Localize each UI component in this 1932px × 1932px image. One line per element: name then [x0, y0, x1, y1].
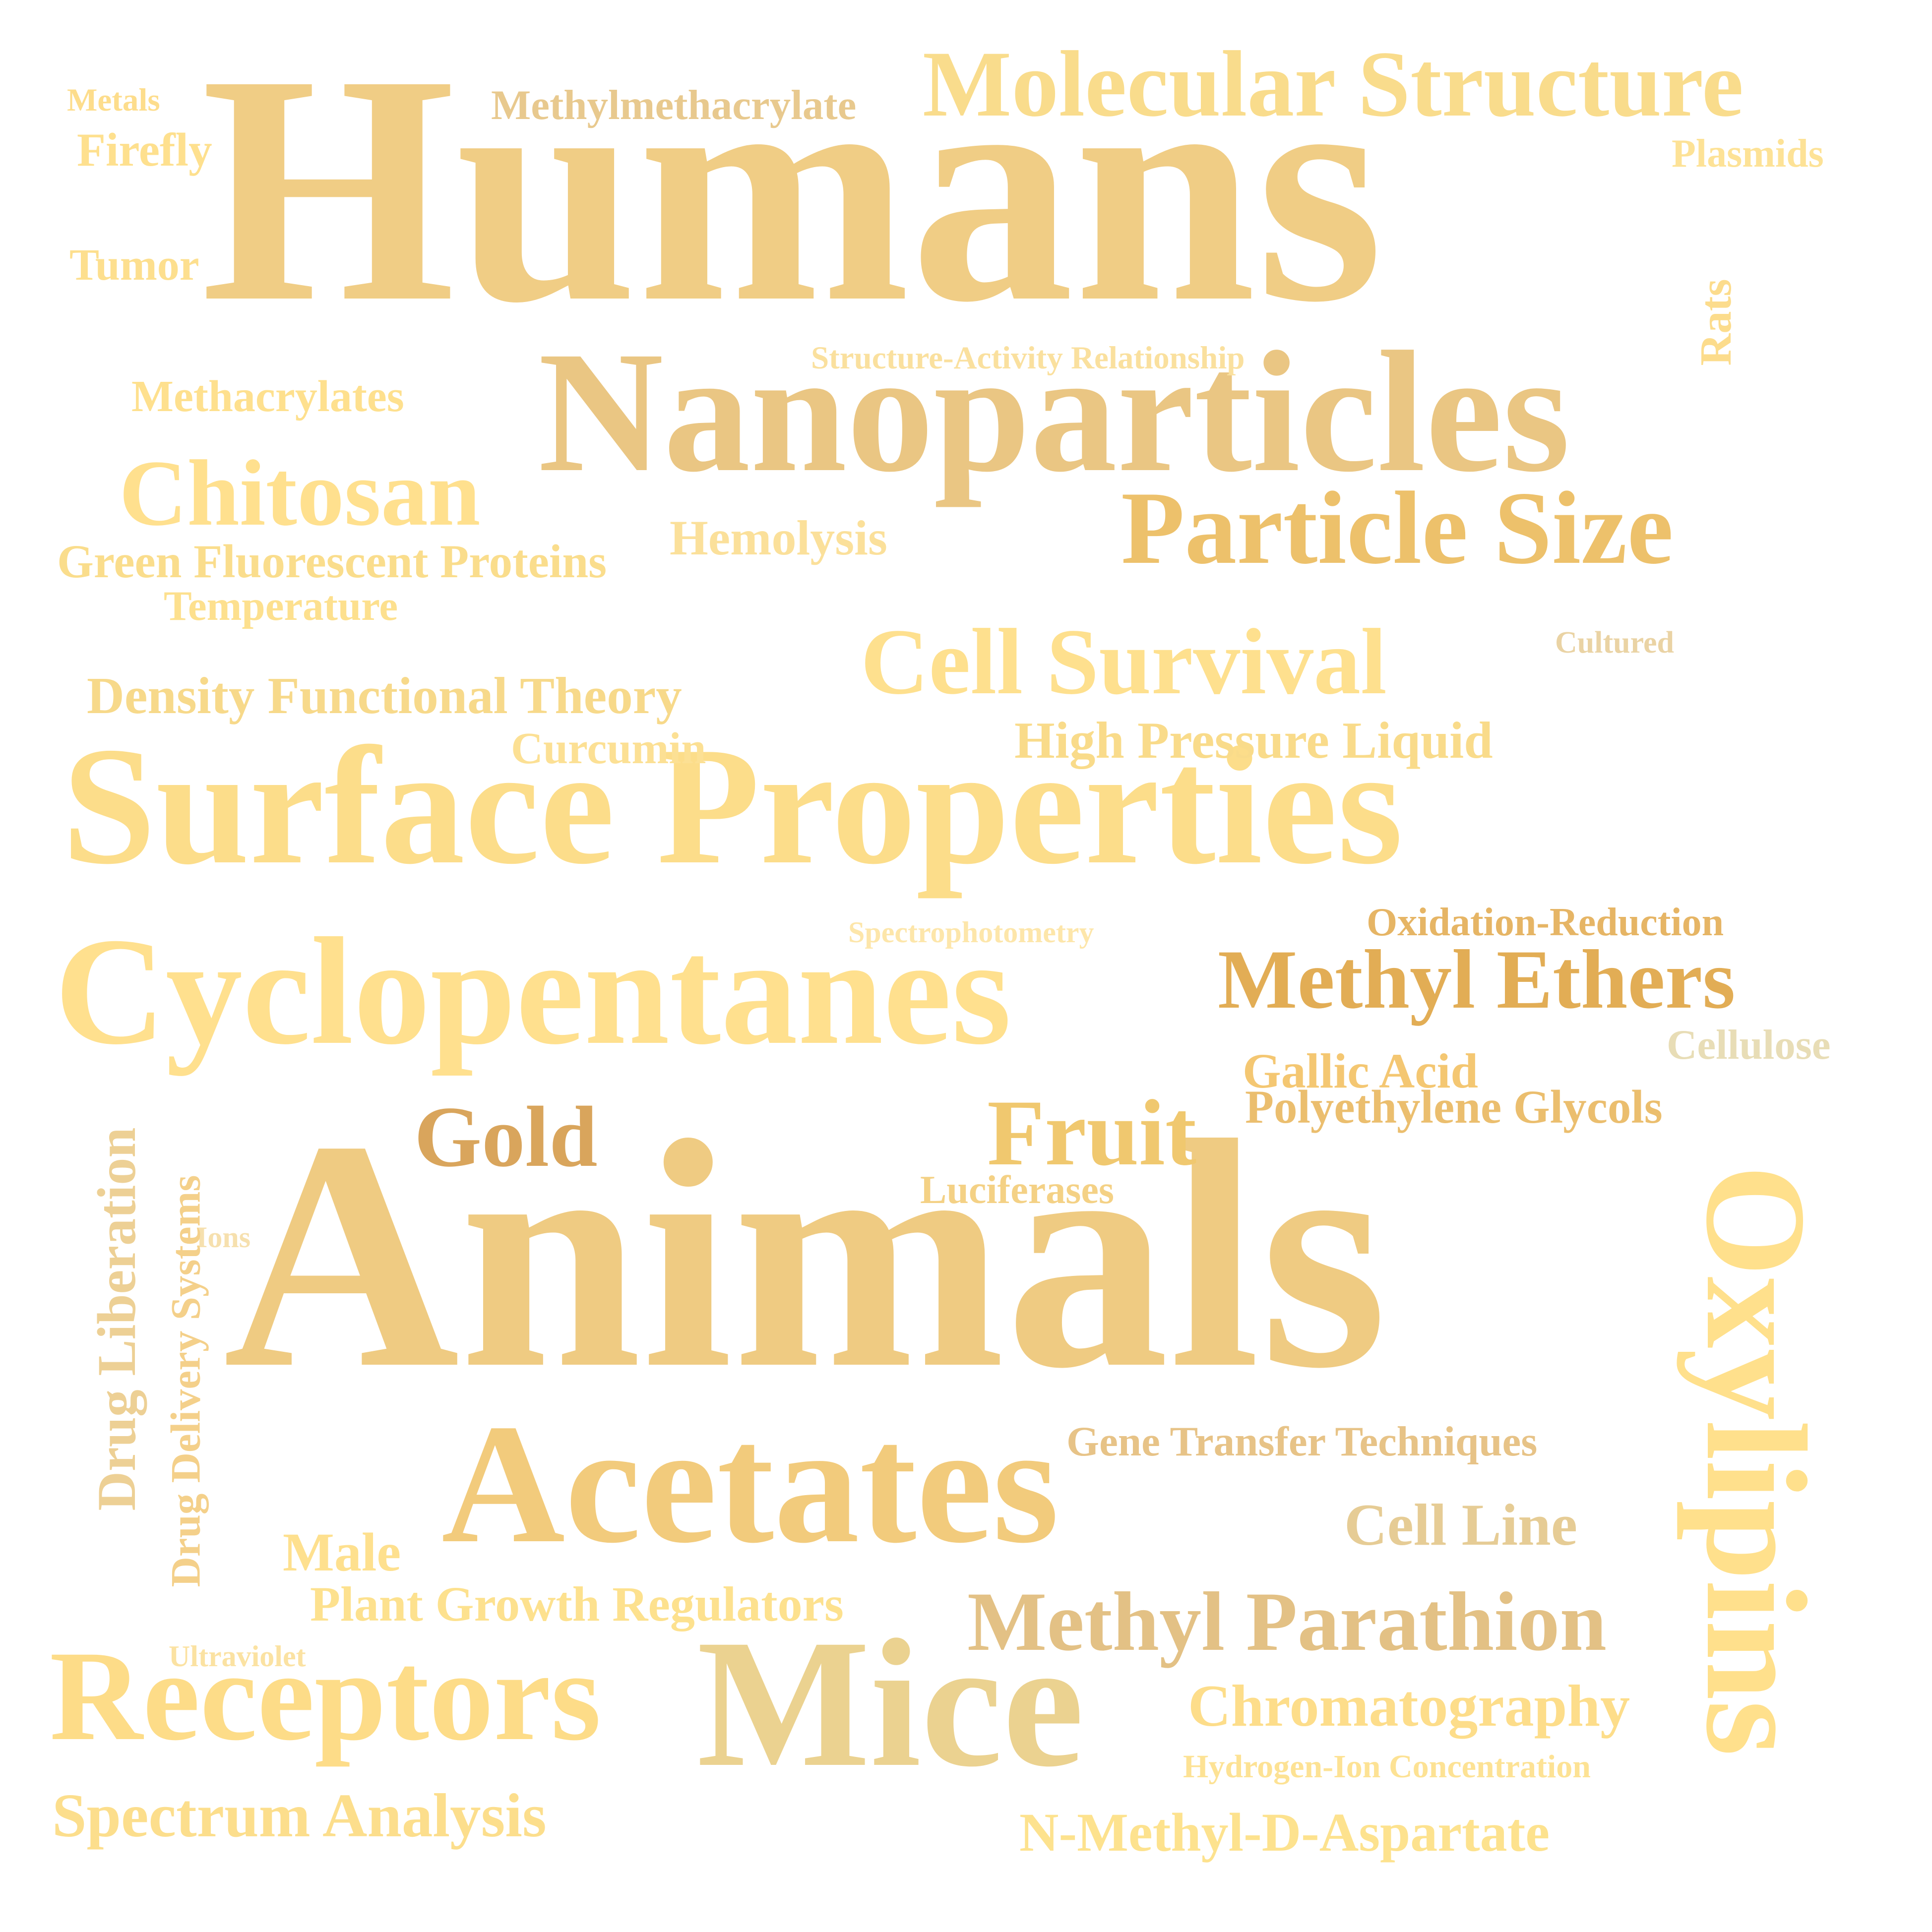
word-plasmids: Plasmids — [1672, 132, 1824, 176]
word-receptors: Receptors — [50, 1625, 601, 1767]
word-gene-transfer-techniques: Gene Transfer Techniques — [1066, 1418, 1538, 1465]
word-acetates: Acetates — [441, 1389, 1059, 1578]
word-oxidation-reduction: Oxidation-Reduction — [1367, 901, 1724, 944]
word-spectrophotometry: Spectrophotometry — [848, 916, 1094, 949]
word-mice: Mice — [697, 1602, 1084, 1805]
word-drug-delivery-systems: Drug Delivery Systems — [162, 1175, 209, 1587]
word-polyethylene-glycols: Polyethylene Glycols — [1245, 1081, 1663, 1133]
word-humans: Humans — [201, 7, 1384, 369]
word-methylmethacrylate: Methylmethacrylate — [491, 82, 857, 128]
word-plant-growth-regulators: Plant Growth Regulators — [310, 1576, 844, 1631]
word-surface-properties: Surface Properties — [62, 712, 1403, 899]
word-animals: Animals — [223, 1073, 1388, 1436]
word-chromatography: Chromatography — [1188, 1673, 1630, 1739]
word-spectrum-analysis: Spectrum Analysis — [52, 1782, 547, 1850]
word-gold: Gold — [414, 1088, 598, 1185]
word-particle-size: Particle Size — [1121, 471, 1674, 586]
word-ultraviolet: Ultraviolet — [169, 1640, 306, 1673]
word-cell-survival: Cell Survival — [861, 610, 1387, 714]
word-temperature: Temperature — [164, 583, 398, 629]
word-fruit: Fruit — [987, 1081, 1197, 1185]
word-high-pressure-liquid: High Pressure Liquid — [1014, 711, 1493, 769]
word-methyl-parathion: Methyl Parathion — [967, 1575, 1607, 1668]
word-hemolysis: Hemolysis — [670, 510, 887, 565]
word-gallic-acid: Gallic Acid — [1243, 1043, 1478, 1098]
word-firefly: Firefly — [77, 123, 212, 176]
word-curcumin: Curcumin — [511, 724, 706, 773]
word-nanoparticles: Nanoparticles — [538, 315, 1570, 508]
word-n-methyl-d-aspartate: N-Methyl-D-Aspartate — [1019, 1802, 1550, 1863]
word-rats: Rats — [1691, 279, 1741, 366]
word-cellulose: Cellulose — [1667, 1022, 1831, 1068]
word-structure-activity-relationship: Structure-Activity Relationship — [811, 340, 1245, 376]
word-metals: Metals — [67, 82, 160, 118]
word-green-fluorescent-proteins: Green Fluorescent Proteins — [57, 535, 607, 588]
word-chitosan: Chitosan — [119, 441, 481, 545]
word-cultured: Cultured — [1555, 626, 1675, 660]
word-hydrogen-ion-concentration: Hydrogen-Ion Concentration — [1183, 1749, 1591, 1785]
word-cell-line: Cell Line — [1344, 1492, 1577, 1558]
word-oxylipins: Oxylipins — [1677, 1164, 1836, 1756]
word-luciferases: Luciferases — [920, 1168, 1115, 1212]
word-tumor: Tumor — [69, 241, 199, 290]
word-methacrylates: Methacrylates — [131, 372, 404, 421]
word-density-functional-theory: Density Functional Theory — [87, 666, 682, 724]
word-drug-liberation: Drug Liberation — [86, 1127, 147, 1511]
word-ions: Ions — [196, 1221, 251, 1254]
word-male: Male — [283, 1522, 401, 1582]
word-molecular-structure: Molecular Structure — [923, 32, 1744, 136]
word-methyl-ethers: Methyl Ethers — [1218, 933, 1736, 1026]
word-cyclopentanes: Cyclopentanes — [55, 906, 1011, 1077]
